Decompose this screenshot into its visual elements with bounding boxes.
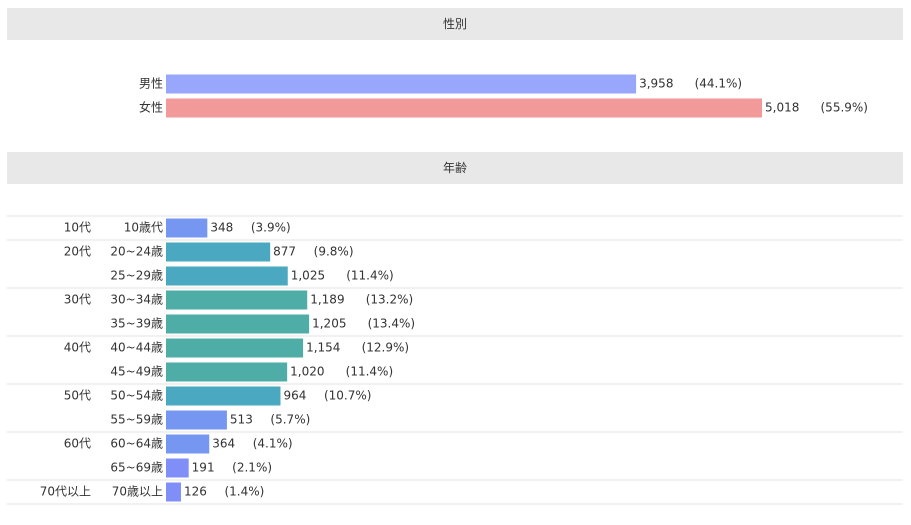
- bar: [166, 410, 227, 430]
- value-label: 348: [210, 221, 233, 235]
- percent-label: (2.1%): [232, 461, 272, 475]
- percent-label: (44.1%): [695, 77, 742, 91]
- percent-label: (4.1%): [253, 437, 293, 451]
- percent-label: (1.4%): [224, 485, 264, 499]
- value-label: 3,958: [639, 77, 673, 91]
- value-label: 964: [283, 389, 306, 403]
- age-group-label: 40代: [64, 341, 91, 355]
- category-label: 35~39歳: [110, 317, 163, 331]
- percent-label: (55.9%): [821, 101, 868, 115]
- value-label: 1,020: [290, 365, 324, 379]
- category-label: 男性: [139, 77, 163, 91]
- value-label: 126: [184, 485, 207, 499]
- age-group-label: 50代: [64, 389, 91, 403]
- bar: [166, 74, 637, 94]
- age-group-label: 30代: [64, 293, 91, 307]
- category-label: 女性: [139, 100, 163, 115]
- bar: [166, 266, 288, 286]
- value-label: 1,025: [291, 269, 325, 283]
- category-label: 55~59歳: [110, 413, 163, 427]
- category-label: 20~24歳: [110, 245, 163, 259]
- category-label: 40~44歳: [110, 341, 163, 355]
- value-label: 5,018: [765, 101, 799, 115]
- value-label: 191: [192, 461, 215, 475]
- percent-label: (12.9%): [362, 341, 409, 355]
- percent-label: (11.4%): [346, 365, 393, 379]
- percent-label: (11.4%): [346, 269, 393, 283]
- percent-label: (13.4%): [368, 317, 415, 331]
- bar: [166, 218, 208, 238]
- bar: [166, 458, 189, 478]
- bar: [166, 362, 288, 382]
- bar: [166, 242, 271, 262]
- percent-label: (9.8%): [314, 245, 354, 259]
- category-label: 45~49歳: [110, 365, 163, 379]
- category-label: 10歳代: [124, 221, 163, 235]
- bar: [166, 338, 304, 358]
- category-label: 25~29歳: [110, 269, 163, 283]
- bar: [166, 290, 308, 310]
- category-label: 65~69歳: [110, 461, 163, 475]
- value-label: 513: [230, 413, 253, 427]
- category-label: 50~54歳: [110, 389, 163, 403]
- percent-label: (13.2%): [366, 293, 413, 307]
- value-label: 1,189: [310, 293, 344, 307]
- age-group-label: 70代以上: [40, 485, 91, 499]
- category-label: 30~34歳: [110, 293, 163, 307]
- bar: [166, 482, 181, 502]
- percent-label: (10.7%): [324, 389, 371, 403]
- gender-section-header: 性別: [7, 8, 903, 40]
- age-group-label: 60代: [64, 437, 91, 451]
- age-section-header: 年齢: [7, 152, 903, 184]
- category-label: 60~64歳: [110, 437, 163, 451]
- age-group-label: 20代: [64, 245, 91, 259]
- value-label: 1,154: [306, 341, 340, 355]
- bar: [166, 434, 210, 454]
- value-label: 877: [273, 245, 296, 259]
- bar: [166, 98, 762, 118]
- percent-label: (5.7%): [270, 413, 310, 427]
- age-group-label: 10代: [64, 221, 91, 235]
- percent-label: (3.9%): [251, 221, 291, 235]
- category-label: 70歳以上: [112, 485, 163, 499]
- value-label: 364: [212, 437, 235, 451]
- value-label: 1,205: [312, 317, 346, 331]
- bar: [166, 314, 310, 334]
- bar: [166, 386, 281, 406]
